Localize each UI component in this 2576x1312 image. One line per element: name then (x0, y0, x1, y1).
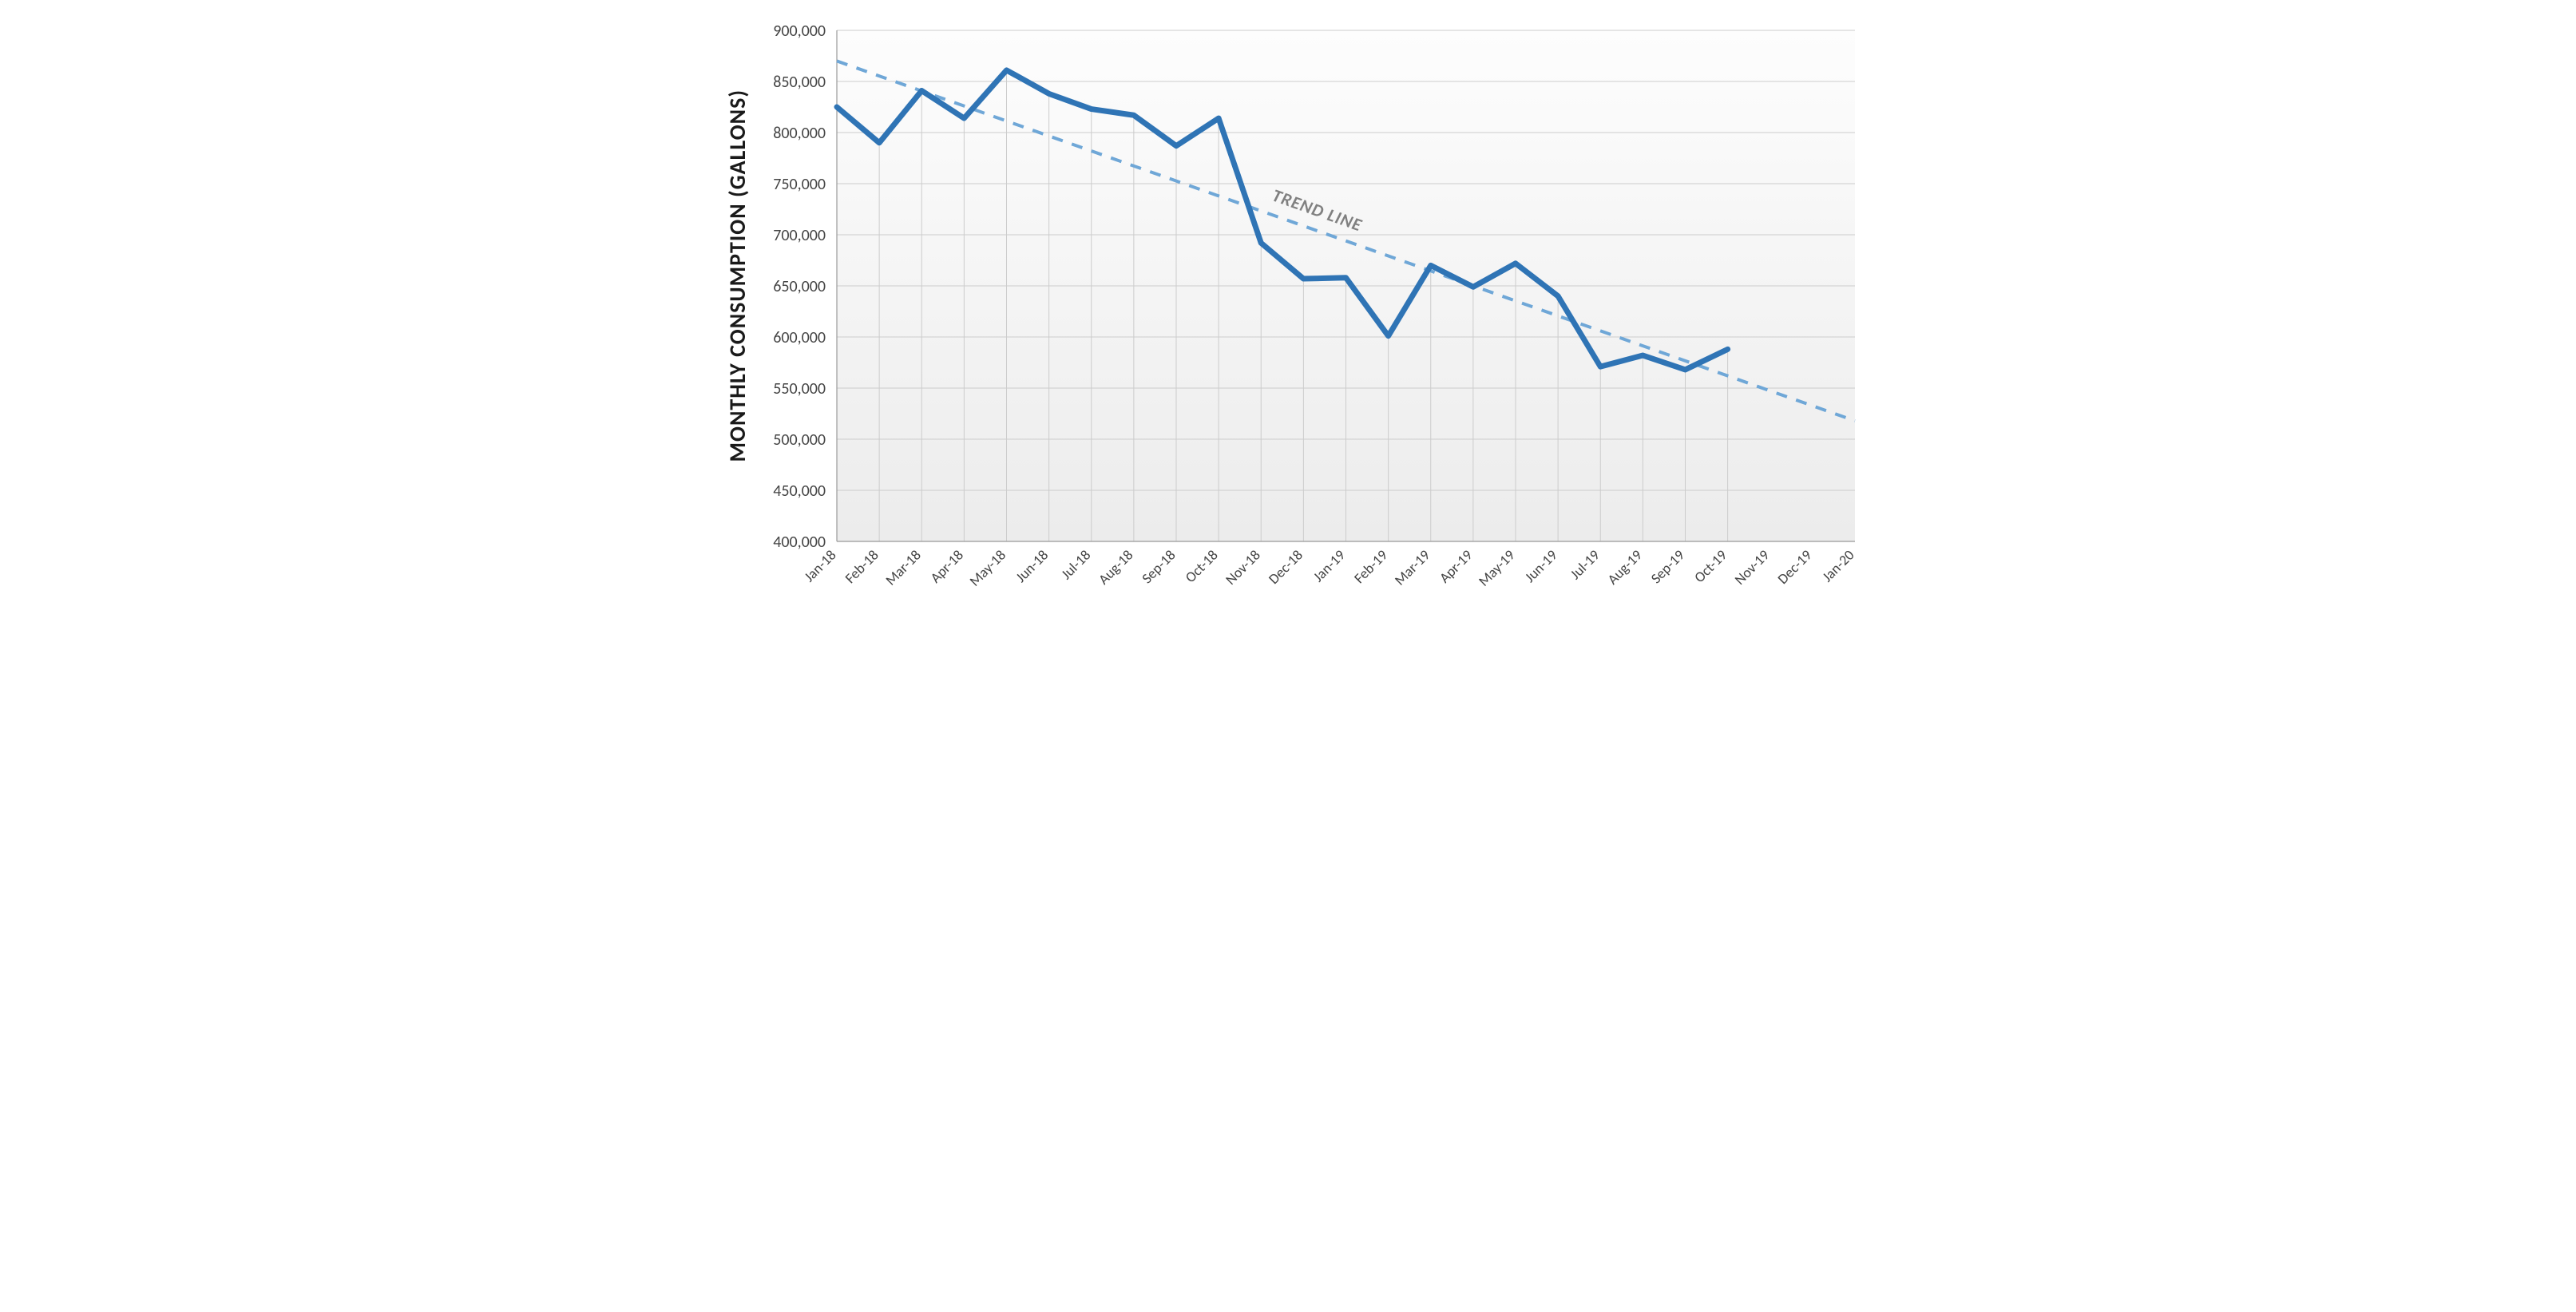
y-tick-label: 850,000 (773, 73, 826, 92)
y-tick-label: 550,000 (773, 379, 826, 398)
x-tick-label: May-19 (1475, 546, 1519, 590)
x-tick-label: Mar-19 (1391, 546, 1433, 589)
x-tick-label: Jan-18 (800, 546, 839, 585)
x-tick-label: Oct-18 (1182, 546, 1222, 586)
y-tick-label: 700,000 (773, 226, 826, 245)
x-tick-label: Jan-19 (1310, 546, 1349, 585)
x-tick-labels: Jan-18Feb-18Mar-18Apr-18May-18Jun-18Jul-… (800, 546, 1857, 590)
y-tick-label: 400,000 (773, 533, 826, 552)
y-tick-label: 650,000 (773, 277, 826, 296)
x-tick-label: Sep-18 (1138, 546, 1179, 587)
y-tick-label: 500,000 (773, 430, 826, 450)
consumption-chart: 400,000 450,000 500,000 550,000 600,000 650,0… (705, 16, 1871, 616)
x-tick-label: Dec-18 (1265, 546, 1306, 588)
y-tick-label: 750,000 (773, 175, 826, 194)
x-tick-label: May-18 (965, 546, 1009, 590)
x-tick-label: Jul-18 (1057, 546, 1094, 583)
x-tick-label: Jun-19 (1521, 546, 1561, 586)
x-tick-label: Dec-19 (1774, 546, 1816, 588)
x-tick-label: Apr-18 (926, 546, 966, 586)
x-tick-label: Sep-19 (1647, 546, 1688, 587)
x-tick-label: Jun-18 (1012, 546, 1052, 586)
x-tick-label: Jul-19 (1567, 546, 1603, 583)
x-tick-label: Nov-18 (1222, 546, 1264, 589)
x-tick-label: Mar-18 (882, 546, 924, 589)
x-tick-label: Jan-20 (1818, 546, 1857, 585)
y-tick-label: 450,000 (773, 482, 826, 501)
x-tick-label: Nov-19 (1731, 546, 1773, 589)
x-tick-label: Aug-18 (1095, 546, 1136, 588)
y-tick-label: 800,000 (773, 124, 826, 143)
y-tick-labels: 400,000 450,000 500,000 550,000 600,000 650,0… (773, 22, 826, 552)
x-tick-label: Feb-18 (842, 546, 882, 587)
x-tick-label: Feb-19 (1350, 546, 1391, 587)
y-axis-title: MONTHLY CONSUMPTION (GALLONS) (723, 89, 751, 462)
x-tick-label: Aug-19 (1604, 546, 1646, 588)
y-tick-label: 600,000 (773, 328, 826, 347)
x-tick-label: Apr-19 (1436, 546, 1476, 586)
x-tick-label: Oct-19 (1690, 546, 1730, 586)
y-tick-label: 900,000 (773, 22, 826, 41)
chart-svg: 400,000 450,000 500,000 550,000 600,000 650,0… (705, 16, 1871, 616)
